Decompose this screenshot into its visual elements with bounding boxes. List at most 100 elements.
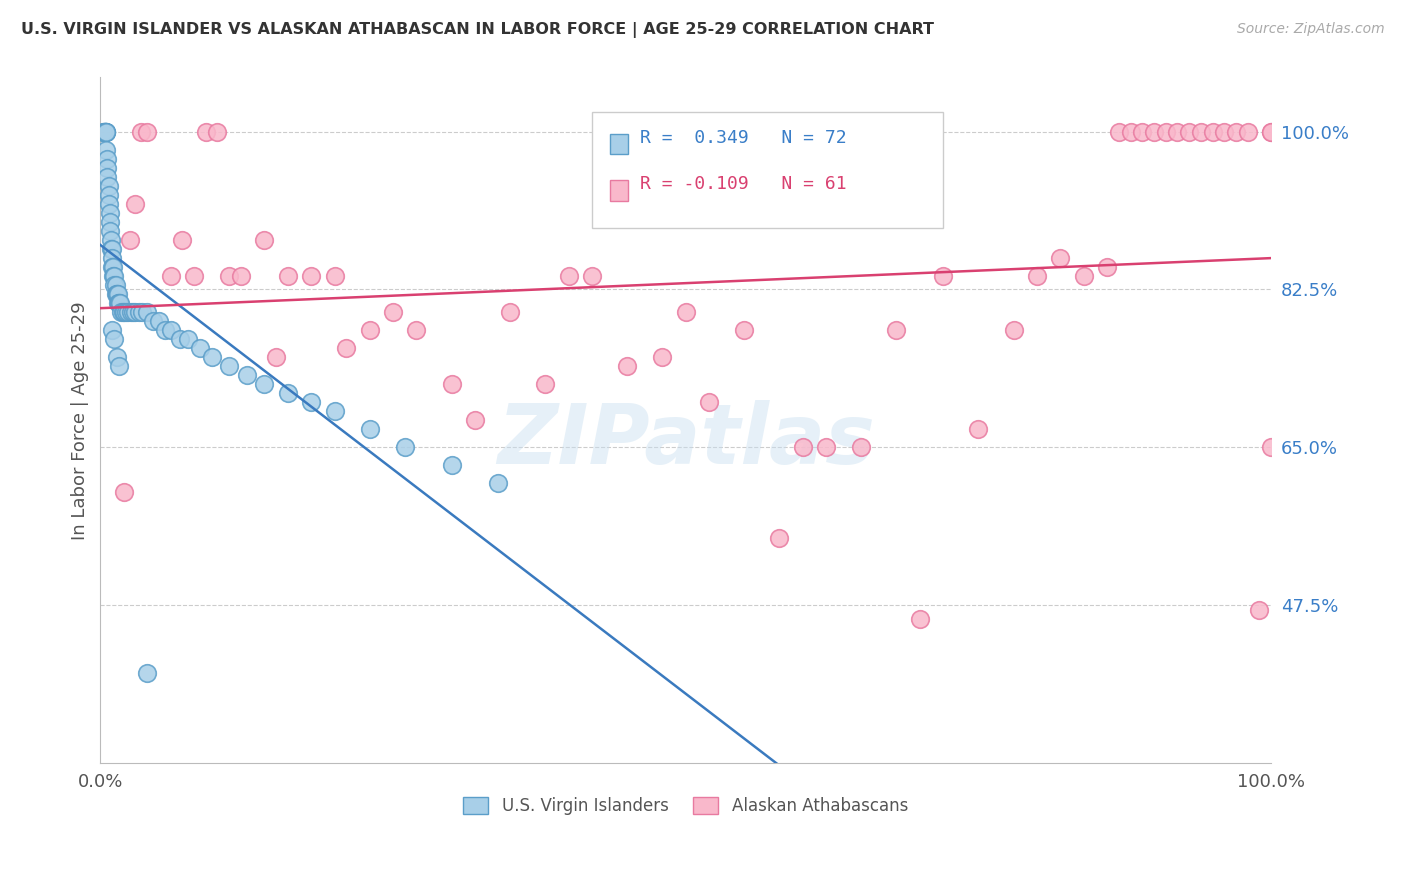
Point: [1026, 268, 1049, 283]
Point: [1095, 260, 1118, 274]
Point: [1260, 125, 1282, 139]
Point: [94, 125, 117, 139]
Point: [253, 233, 276, 247]
Point: [153, 323, 176, 337]
FancyBboxPatch shape: [610, 180, 628, 201]
Point: [1213, 125, 1236, 139]
Point: [148, 314, 170, 328]
Point: [440, 458, 463, 473]
Point: [200, 350, 222, 364]
Legend: U.S. Virgin Islanders, Alaskan Athabascans: U.S. Virgin Islanders, Alaskan Athabasca…: [456, 789, 917, 823]
Point: [1049, 251, 1071, 265]
Point: [277, 268, 299, 283]
Point: [122, 305, 145, 319]
Point: [97, 187, 120, 202]
Point: [1108, 125, 1130, 139]
Point: [394, 441, 416, 455]
Point: [118, 233, 141, 247]
Point: [124, 196, 146, 211]
Point: [96, 143, 118, 157]
Point: [1201, 125, 1223, 139]
Point: [103, 277, 125, 292]
Point: [105, 287, 128, 301]
Point: [1143, 125, 1166, 139]
Point: [218, 359, 240, 373]
Point: [440, 377, 463, 392]
Point: [1225, 125, 1247, 139]
Text: Source: ZipAtlas.com: Source: ZipAtlas.com: [1237, 22, 1385, 37]
Point: [101, 260, 124, 274]
Point: [1236, 125, 1258, 139]
Point: [169, 332, 191, 346]
Point: [229, 268, 252, 283]
Point: [194, 125, 217, 139]
Point: [323, 268, 346, 283]
Point: [851, 441, 873, 455]
Point: [932, 268, 955, 283]
Point: [98, 215, 121, 229]
Point: [1189, 125, 1212, 139]
Point: [159, 323, 181, 337]
Point: [581, 268, 603, 283]
Point: [97, 196, 120, 211]
Point: [188, 341, 211, 355]
Point: [359, 323, 381, 337]
Point: [131, 125, 153, 139]
Point: [107, 296, 129, 310]
Point: [1130, 125, 1153, 139]
Point: [142, 314, 165, 328]
Point: [104, 277, 127, 292]
Point: [105, 287, 128, 301]
Point: [103, 260, 125, 274]
Point: [128, 305, 150, 319]
Point: [464, 413, 486, 427]
Point: [110, 296, 132, 310]
Point: [108, 296, 131, 310]
Point: [335, 341, 357, 355]
Point: [299, 268, 322, 283]
Point: [96, 161, 118, 175]
Point: [103, 268, 125, 283]
Point: [253, 377, 276, 392]
FancyBboxPatch shape: [610, 134, 628, 154]
Point: [96, 125, 118, 139]
Text: R =  0.349   N = 72: R = 0.349 N = 72: [640, 128, 846, 147]
Point: [733, 323, 755, 337]
Point: [616, 359, 638, 373]
Point: [207, 125, 229, 139]
Point: [115, 305, 138, 319]
Point: [96, 125, 118, 139]
Point: [534, 377, 557, 392]
Point: [172, 233, 194, 247]
Point: [108, 359, 131, 373]
Y-axis label: In Labor Force | Age 25-29: In Labor Force | Age 25-29: [72, 301, 89, 540]
Point: [111, 305, 134, 319]
Point: [131, 305, 153, 319]
Point: [98, 224, 121, 238]
Point: [697, 395, 720, 409]
Point: [908, 612, 931, 626]
Point: [136, 665, 159, 680]
Point: [120, 305, 142, 319]
Point: [1249, 603, 1271, 617]
Point: [405, 323, 427, 337]
Point: [651, 350, 673, 364]
Point: [93, 125, 115, 139]
Point: [815, 441, 838, 455]
Point: [967, 422, 990, 436]
Point: [96, 125, 118, 139]
Point: [1178, 125, 1201, 139]
Point: [557, 268, 579, 283]
Point: [98, 206, 121, 220]
Point: [94, 125, 117, 139]
Text: U.S. VIRGIN ISLANDER VS ALASKAN ATHABASCAN IN LABOR FORCE | AGE 25-29 CORRELATIO: U.S. VIRGIN ISLANDER VS ALASKAN ATHABASC…: [21, 22, 934, 38]
Point: [107, 287, 129, 301]
Point: [93, 125, 115, 139]
Point: [100, 242, 122, 256]
FancyBboxPatch shape: [592, 112, 943, 228]
Point: [792, 441, 814, 455]
Point: [675, 305, 697, 319]
Point: [101, 242, 124, 256]
Point: [117, 305, 139, 319]
Point: [96, 152, 118, 166]
